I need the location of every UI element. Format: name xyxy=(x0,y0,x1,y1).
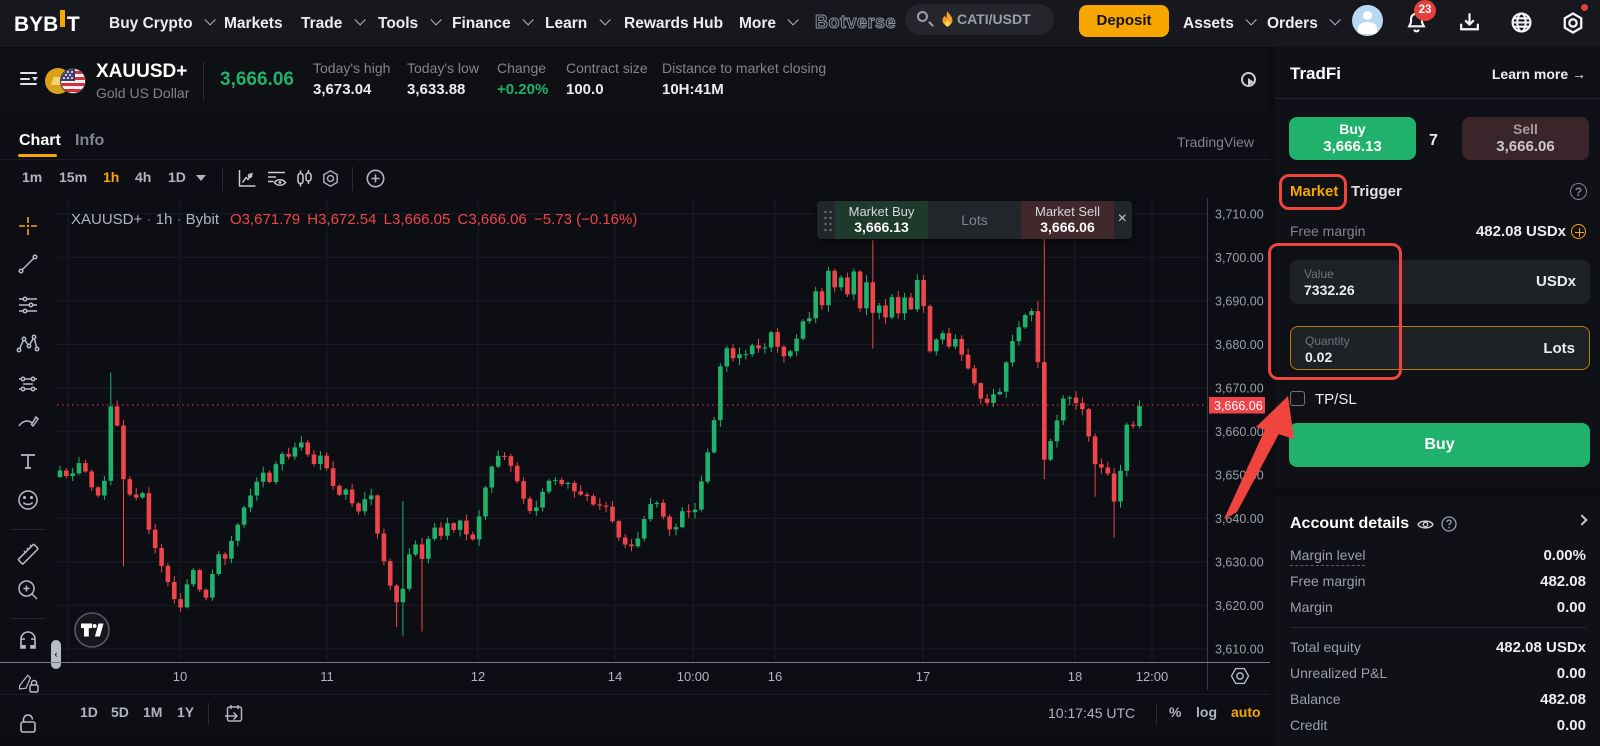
svg-text:12: 12 xyxy=(471,669,485,684)
svg-text:11: 11 xyxy=(320,669,334,684)
svg-text:18: 18 xyxy=(1068,669,1082,684)
svg-text:3,680.00: 3,680.00 xyxy=(1215,338,1264,352)
svg-text:3,630.00: 3,630.00 xyxy=(1215,555,1264,569)
svg-text:3,640.00: 3,640.00 xyxy=(1215,512,1264,526)
svg-text:3,710.00: 3,710.00 xyxy=(1215,207,1264,221)
svg-text:3,666.06: 3,666.06 xyxy=(1214,399,1263,413)
svg-text:17: 17 xyxy=(916,669,930,684)
svg-text:3,670.00: 3,670.00 xyxy=(1215,381,1264,395)
svg-text:3,650.00: 3,650.00 xyxy=(1215,468,1264,482)
svg-text:12:00: 12:00 xyxy=(1136,669,1169,684)
svg-text:16: 16 xyxy=(768,669,782,684)
svg-text:3,700.00: 3,700.00 xyxy=(1215,251,1264,265)
svg-text:3,620.00: 3,620.00 xyxy=(1215,599,1264,613)
svg-text:3,610.00: 3,610.00 xyxy=(1215,642,1264,656)
svg-text:3,690.00: 3,690.00 xyxy=(1215,294,1264,308)
svg-text:10: 10 xyxy=(173,669,187,684)
svg-text:10:00: 10:00 xyxy=(677,669,710,684)
svg-text:3,660.00: 3,660.00 xyxy=(1215,425,1264,439)
svg-text:14: 14 xyxy=(608,669,622,684)
